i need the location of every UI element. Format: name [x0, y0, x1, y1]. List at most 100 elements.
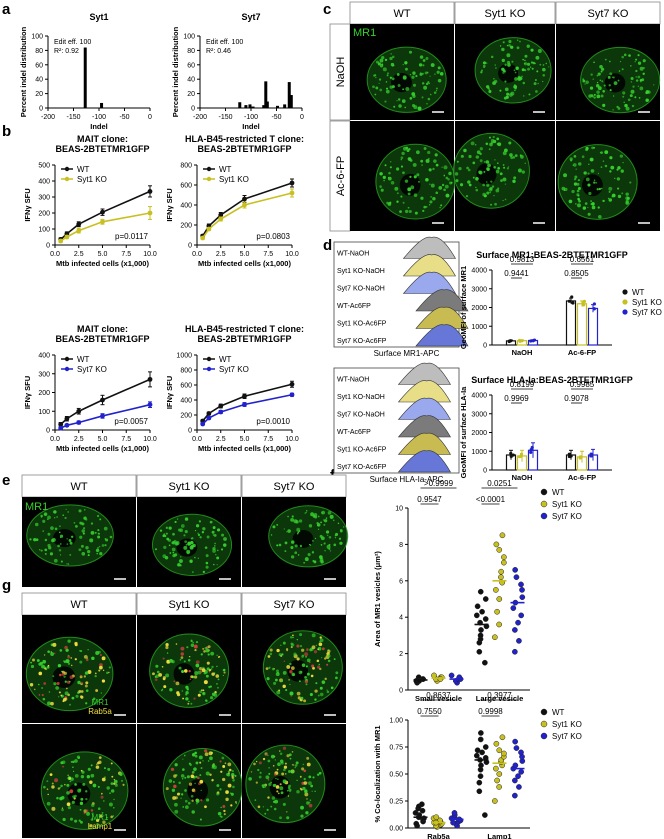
vesicle: [399, 210, 402, 213]
vesicle: [474, 143, 477, 146]
vesicle: [486, 191, 490, 195]
vesicle: [96, 552, 98, 555]
vesicle: [429, 93, 432, 96]
data-point: [493, 740, 500, 747]
vesicle: [620, 169, 624, 173]
vesicle: [530, 48, 534, 52]
vesicle: [181, 669, 184, 673]
vesicle: [214, 545, 216, 547]
x-axis-label: Indel: [242, 122, 260, 131]
vesicle: [439, 206, 441, 209]
data-point: [512, 762, 519, 769]
vesicle: [173, 774, 177, 778]
vesicle: [420, 159, 424, 163]
data-point: [509, 454, 513, 458]
vesicle: [156, 670, 160, 674]
vesicle: [622, 91, 626, 95]
vesicle: [266, 808, 269, 811]
channel-label: MR1: [92, 813, 109, 822]
vesicle: [483, 170, 486, 173]
micrograph-e: [242, 497, 349, 587]
vesicle: [608, 186, 613, 191]
vesicle: [306, 801, 310, 805]
vesicle: [389, 85, 393, 89]
vesicle: [459, 183, 464, 187]
vesicle: [58, 531, 61, 534]
vesicle: [210, 668, 213, 670]
legend-marker: [206, 176, 212, 182]
vesicle: [405, 67, 408, 71]
vesicle: [163, 545, 167, 550]
vesicle: [182, 806, 185, 808]
p-value: 0.7550: [417, 707, 442, 716]
vesicle: [584, 83, 586, 85]
y-tick-label: 100: [38, 227, 50, 234]
data-point: [492, 634, 498, 641]
vesicle: [206, 661, 210, 665]
vesicle: [203, 680, 208, 685]
nucleus: [173, 663, 195, 685]
vesicle: [172, 532, 175, 536]
vesicle: [393, 105, 396, 108]
vesicle: [294, 551, 298, 555]
vesicle: [29, 683, 34, 687]
vesicle: [495, 67, 497, 69]
vesicle: [476, 150, 481, 155]
vesicle: [510, 156, 514, 160]
vesicle: [182, 697, 185, 700]
vesicle: [596, 94, 601, 99]
vesicle: [60, 543, 62, 545]
vesicle: [195, 524, 200, 528]
vesicle: [91, 656, 95, 661]
vesicle: [423, 205, 427, 209]
vesicle: [526, 62, 531, 66]
vesicle: [425, 57, 429, 61]
indel-bar: [287, 82, 291, 108]
y-tick-label: 2000: [471, 430, 487, 437]
data-point: [147, 210, 153, 216]
vesicle: [47, 532, 51, 536]
micrograph-c: [556, 121, 660, 231]
vesicle: [71, 696, 75, 700]
vesicle: [595, 182, 597, 184]
vesicle: [582, 206, 587, 210]
x-tick-label: 0.0: [50, 251, 60, 258]
vesicle: [384, 58, 388, 62]
x-tick-label: 5.0: [98, 436, 108, 443]
vesicle: [80, 690, 84, 693]
vesicle: [282, 746, 287, 750]
vesicle: [276, 690, 281, 695]
vesicle: [205, 648, 210, 653]
vesicle: [283, 765, 288, 769]
vesicle: [155, 548, 157, 551]
vesicle: [327, 654, 331, 658]
vesicle: [271, 796, 276, 800]
vesicle: [205, 561, 209, 565]
vesicle: [395, 167, 400, 171]
y-tick-label: 3000: [471, 411, 487, 418]
x-tick-label: 5.0: [98, 251, 108, 258]
vesicle: [95, 765, 100, 769]
vesicle: [602, 90, 605, 93]
vesicle: [61, 760, 66, 764]
vesicle: [281, 653, 284, 656]
vesicle: [99, 663, 103, 667]
vesicle: [86, 775, 91, 779]
vesicle: [314, 689, 318, 693]
vesicle: [96, 761, 100, 765]
vesicle: [573, 182, 578, 186]
vesicle: [81, 529, 85, 533]
vesicle: [305, 811, 309, 815]
x-tick-label: -50: [119, 114, 129, 121]
vesicle: [69, 675, 74, 680]
vesicle: [94, 674, 97, 678]
vesicle: [535, 90, 538, 93]
vesicle: [617, 166, 621, 170]
y-tick-label: 0.00: [389, 826, 403, 833]
vesicle: [216, 791, 220, 794]
vesicle: [65, 687, 68, 690]
vesicle: [84, 509, 86, 511]
vesicle: [479, 147, 483, 151]
vesicle: [467, 180, 471, 184]
p-value: p=0.0803: [256, 232, 290, 241]
